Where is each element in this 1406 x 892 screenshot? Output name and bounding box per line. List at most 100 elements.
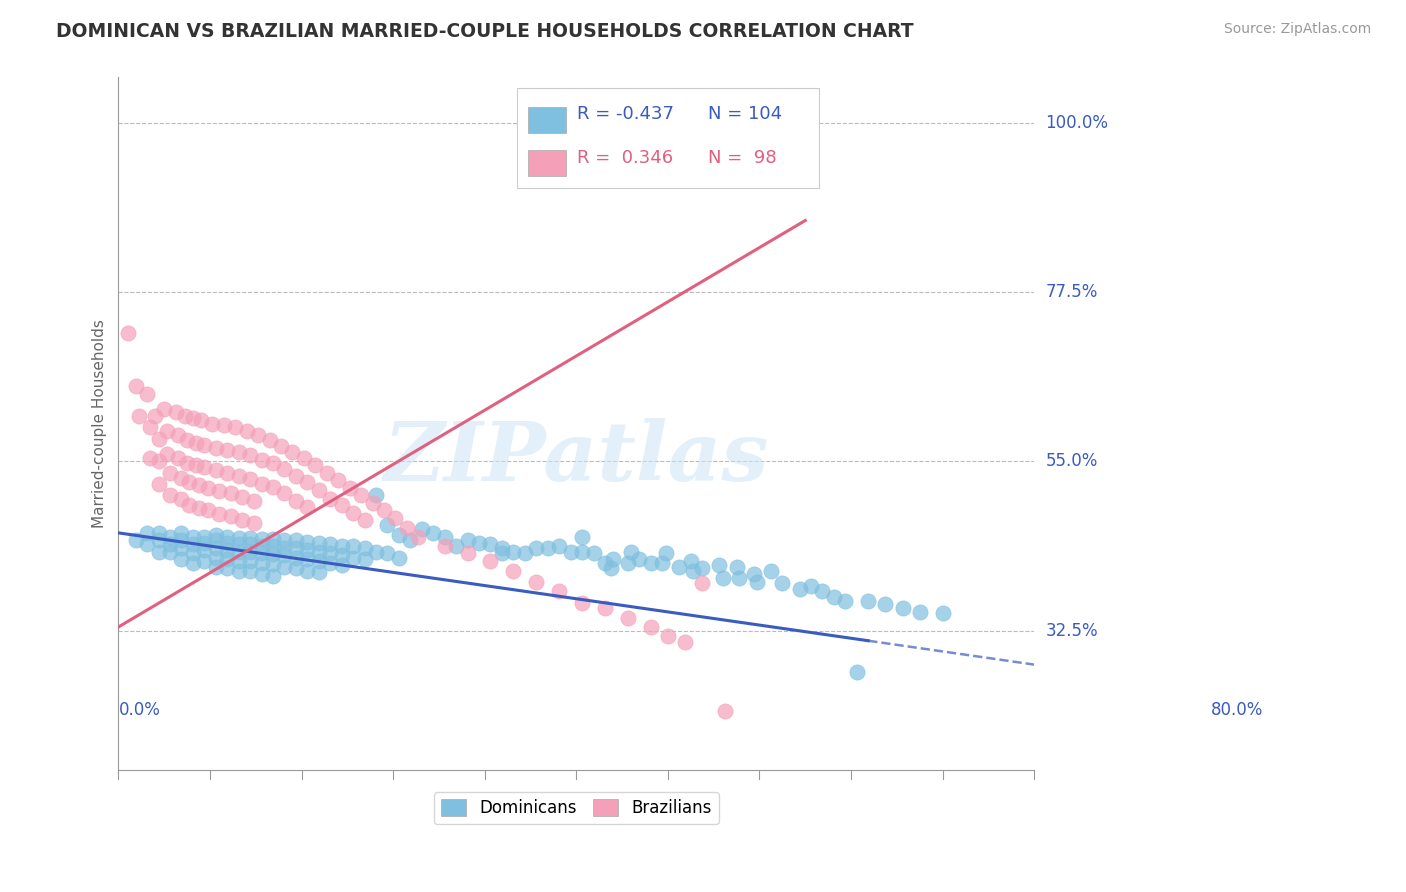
Point [231, 513, 253, 527]
Point [179, 498, 201, 512]
Point [668, 559, 690, 574]
Point [297, 543, 319, 558]
Point [262, 558, 284, 572]
Text: R = -0.437: R = -0.437 [578, 105, 675, 123]
Point [281, 445, 304, 459]
Point [433, 539, 456, 553]
Point [308, 544, 330, 558]
Point [617, 611, 640, 625]
Point [148, 477, 170, 491]
Point [342, 540, 364, 554]
Point [143, 409, 166, 424]
Point [468, 535, 491, 549]
Point [620, 544, 643, 558]
Point [239, 554, 262, 568]
Point [373, 503, 395, 517]
Point [673, 635, 696, 649]
Point [571, 596, 593, 610]
Point [159, 488, 181, 502]
Point [537, 541, 560, 555]
Point [181, 410, 204, 425]
Point [399, 533, 422, 548]
Point [193, 460, 215, 475]
Point [201, 417, 224, 431]
Point [350, 488, 373, 502]
Point [165, 405, 187, 419]
Point [640, 556, 662, 570]
Point [204, 559, 226, 574]
Point [217, 535, 239, 549]
Point [422, 525, 444, 540]
Point [208, 507, 231, 521]
Point [239, 448, 262, 462]
Point [250, 539, 273, 553]
Point [204, 541, 226, 555]
Point [308, 535, 330, 549]
Point [228, 554, 250, 568]
Point [491, 546, 513, 560]
Point [117, 326, 139, 341]
Point [330, 498, 353, 512]
Point [602, 552, 624, 566]
Point [308, 554, 330, 568]
Point [136, 525, 159, 540]
Point [193, 543, 215, 558]
Point [204, 533, 226, 548]
Point [725, 559, 748, 574]
Text: 55.0%: 55.0% [1045, 452, 1098, 470]
Point [308, 565, 330, 579]
Point [617, 556, 640, 570]
Point [139, 420, 162, 434]
Point [342, 506, 364, 520]
Point [794, 153, 817, 168]
Point [742, 567, 765, 582]
Point [524, 574, 547, 589]
Point [204, 463, 226, 477]
Point [235, 424, 257, 438]
Text: Source: ZipAtlas.com: Source: ZipAtlas.com [1223, 22, 1371, 37]
Point [186, 458, 208, 472]
Point [353, 541, 375, 555]
Point [176, 434, 198, 448]
Point [181, 530, 204, 544]
Point [148, 432, 170, 446]
Point [284, 550, 307, 565]
Point [239, 537, 262, 551]
Point [433, 530, 456, 544]
Point [231, 491, 253, 505]
Point [217, 543, 239, 558]
Point [457, 546, 479, 560]
Point [136, 537, 159, 551]
Point [262, 568, 284, 582]
FancyBboxPatch shape [527, 150, 567, 177]
Point [308, 483, 330, 497]
Point [582, 546, 605, 560]
Point [384, 511, 406, 525]
Point [153, 401, 176, 416]
Point [181, 546, 204, 560]
Point [273, 533, 295, 548]
Point [353, 513, 375, 527]
Point [444, 539, 467, 553]
Point [170, 491, 193, 506]
Point [502, 564, 524, 578]
Text: 77.5%: 77.5% [1045, 283, 1098, 301]
Point [284, 533, 307, 548]
Point [228, 564, 250, 578]
Point [167, 450, 190, 465]
Point [148, 544, 170, 558]
Point [219, 486, 242, 500]
Point [250, 532, 273, 546]
Point [297, 475, 319, 490]
Point [136, 386, 159, 401]
Point [204, 550, 226, 565]
Point [789, 582, 811, 597]
Point [242, 493, 264, 508]
Point [181, 556, 204, 570]
Point [388, 550, 411, 565]
Point [593, 601, 616, 615]
Point [408, 530, 430, 544]
Y-axis label: Married-couple Households: Married-couple Households [93, 319, 107, 528]
Point [654, 546, 676, 560]
Point [239, 472, 262, 486]
